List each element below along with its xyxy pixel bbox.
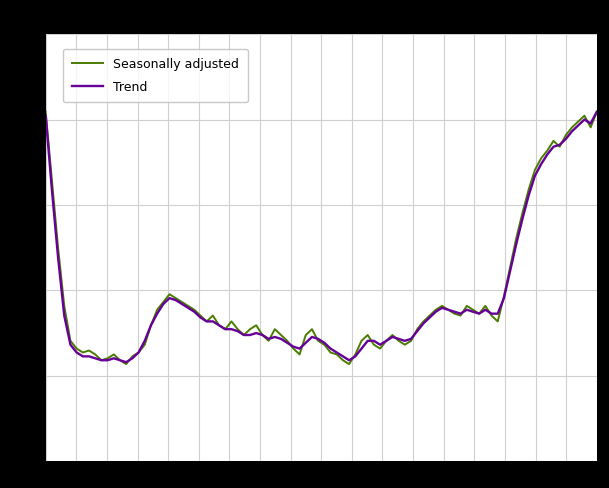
Seasonally adjusted xyxy=(122,361,130,367)
Seasonally adjusted xyxy=(42,109,49,115)
Seasonally adjusted xyxy=(216,323,223,328)
Seasonally adjusted xyxy=(593,109,600,115)
Seasonally adjusted xyxy=(432,307,440,313)
Trend xyxy=(122,359,130,365)
Trend xyxy=(519,216,526,222)
Seasonally adjusted xyxy=(519,210,526,216)
Seasonally adjusted xyxy=(507,264,514,270)
Trend xyxy=(42,113,49,119)
Line: Trend: Trend xyxy=(46,112,597,362)
Trend xyxy=(216,323,223,328)
Trend xyxy=(593,109,600,115)
Trend xyxy=(432,309,440,315)
Trend xyxy=(116,357,124,363)
Seasonally adjusted xyxy=(116,357,124,363)
Trend xyxy=(574,122,582,128)
Seasonally adjusted xyxy=(574,119,582,124)
Trend xyxy=(507,268,514,274)
Legend: Seasonally adjusted, Trend: Seasonally adjusted, Trend xyxy=(63,49,248,102)
Line: Seasonally adjusted: Seasonally adjusted xyxy=(46,112,597,364)
